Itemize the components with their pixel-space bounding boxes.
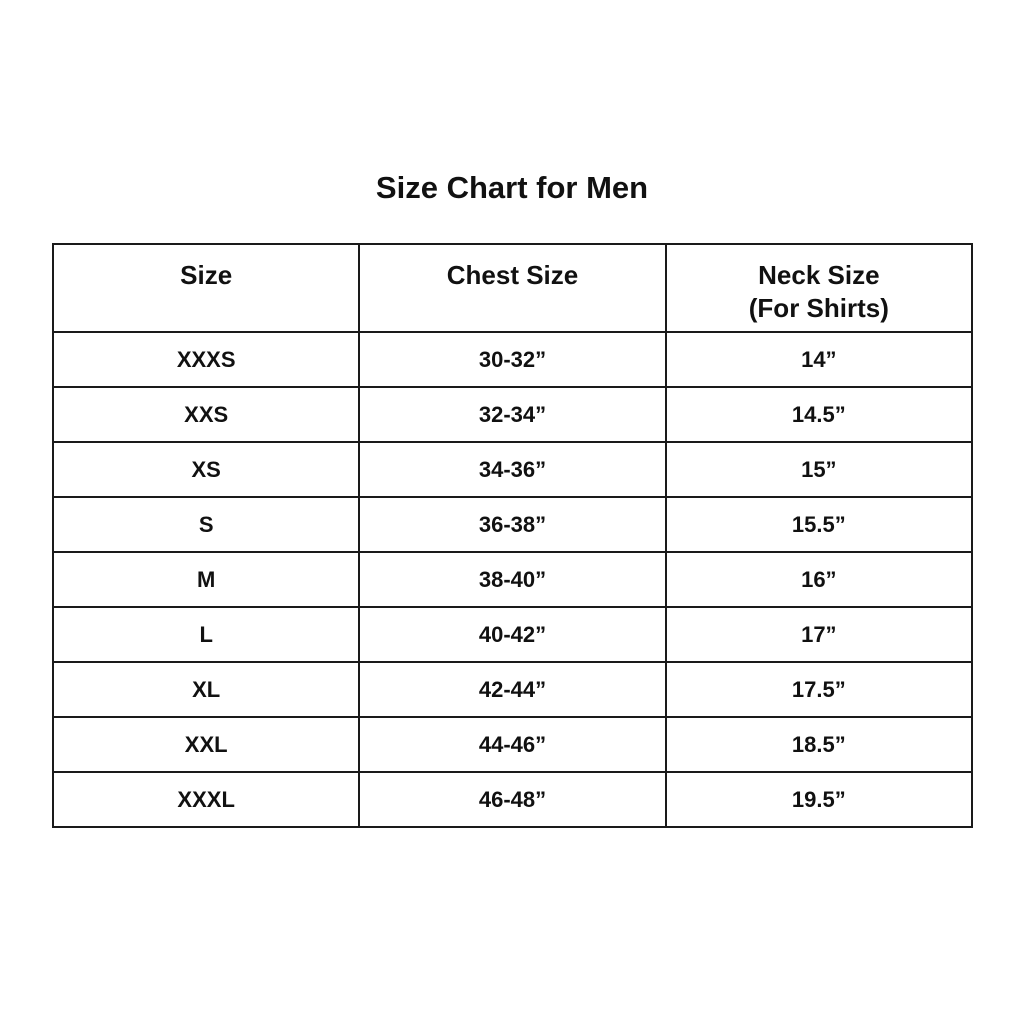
neck-size-cell: 14” (664, 331, 974, 388)
size-cell: XXXS (51, 331, 361, 388)
size-cell: XXS (51, 386, 361, 443)
chest-size-cell: 30-32” (358, 331, 667, 388)
neck-size-cell: 15.5” (664, 496, 974, 553)
table-row: XXL 44-46” 18.5” (51, 716, 974, 773)
page-title: Size Chart for Men (375, 170, 649, 205)
neck-size-cell: 17” (664, 606, 974, 663)
size-cell: S (51, 496, 361, 553)
chest-size-cell: 42-44” (358, 661, 667, 718)
size-cell: XXXL (51, 771, 361, 828)
table-row: L 40-42” 17” (51, 606, 974, 663)
size-cell: XL (51, 661, 361, 718)
header-neck-size: Neck Size (For Shirts) (664, 243, 974, 333)
chest-size-cell: 38-40” (358, 551, 667, 608)
size-chart-table: Size Chest Size Neck Size (For Shirts) X… (51, 243, 974, 828)
chest-size-cell: 36-38” (358, 496, 667, 553)
table-row: M 38-40” 16” (51, 551, 974, 608)
size-cell: L (51, 606, 361, 663)
header-chest-size: Chest Size (358, 243, 667, 333)
header-neck-size-note: (For Shirts) (748, 293, 889, 323)
table-row: XL 42-44” 17.5” (51, 661, 974, 718)
header-neck-size-label: Neck Size (758, 260, 880, 290)
table-row: XXXS 30-32” 14” (51, 331, 974, 388)
neck-size-cell: 14.5” (664, 386, 974, 443)
size-cell: M (51, 551, 361, 608)
header-size: Size (51, 243, 361, 333)
chest-size-cell: 46-48” (358, 771, 667, 828)
neck-size-cell: 18.5” (664, 716, 974, 773)
size-cell: XS (51, 441, 361, 498)
table-row: XXXL 46-48” 19.5” (51, 771, 974, 828)
neck-size-cell: 15” (664, 441, 974, 498)
chest-size-cell: 40-42” (358, 606, 667, 663)
neck-size-cell: 16” (664, 551, 974, 608)
table-row: XXS 32-34” 14.5” (51, 386, 974, 443)
neck-size-cell: 17.5” (664, 661, 974, 718)
table-row: XS 34-36” 15” (51, 441, 974, 498)
table-header-row: Size Chest Size Neck Size (For Shirts) (51, 243, 974, 333)
size-cell: XXL (51, 716, 361, 773)
chest-size-cell: 34-36” (358, 441, 667, 498)
table-row: S 36-38” 15.5” (51, 496, 974, 553)
chest-size-cell: 44-46” (358, 716, 667, 773)
neck-size-cell: 19.5” (664, 771, 974, 828)
chest-size-cell: 32-34” (358, 386, 667, 443)
